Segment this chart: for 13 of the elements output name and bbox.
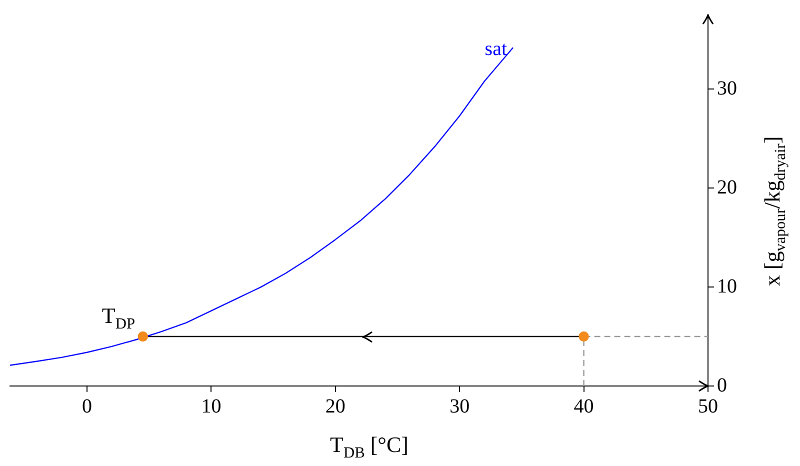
annotation: T$_{DP}$	[102, 302, 136, 333]
y-tick-label: 10	[717, 275, 737, 298]
y-tick-label: 30	[717, 77, 737, 100]
x-tick-label: 20	[325, 395, 346, 418]
x-tick-label: 30	[450, 395, 470, 418]
x-axis-title: T$_{DB}$ [°C]	[330, 432, 408, 462]
x-tick-label: 50	[698, 395, 718, 418]
x-tick-label: 0	[82, 395, 92, 418]
x-tick-label: 40	[574, 395, 594, 418]
series-label: sat	[484, 38, 508, 60]
x-tick-label: 10	[201, 395, 222, 418]
y-tick-label: 20	[717, 176, 737, 198]
y-tick-label: 0	[717, 374, 727, 396]
